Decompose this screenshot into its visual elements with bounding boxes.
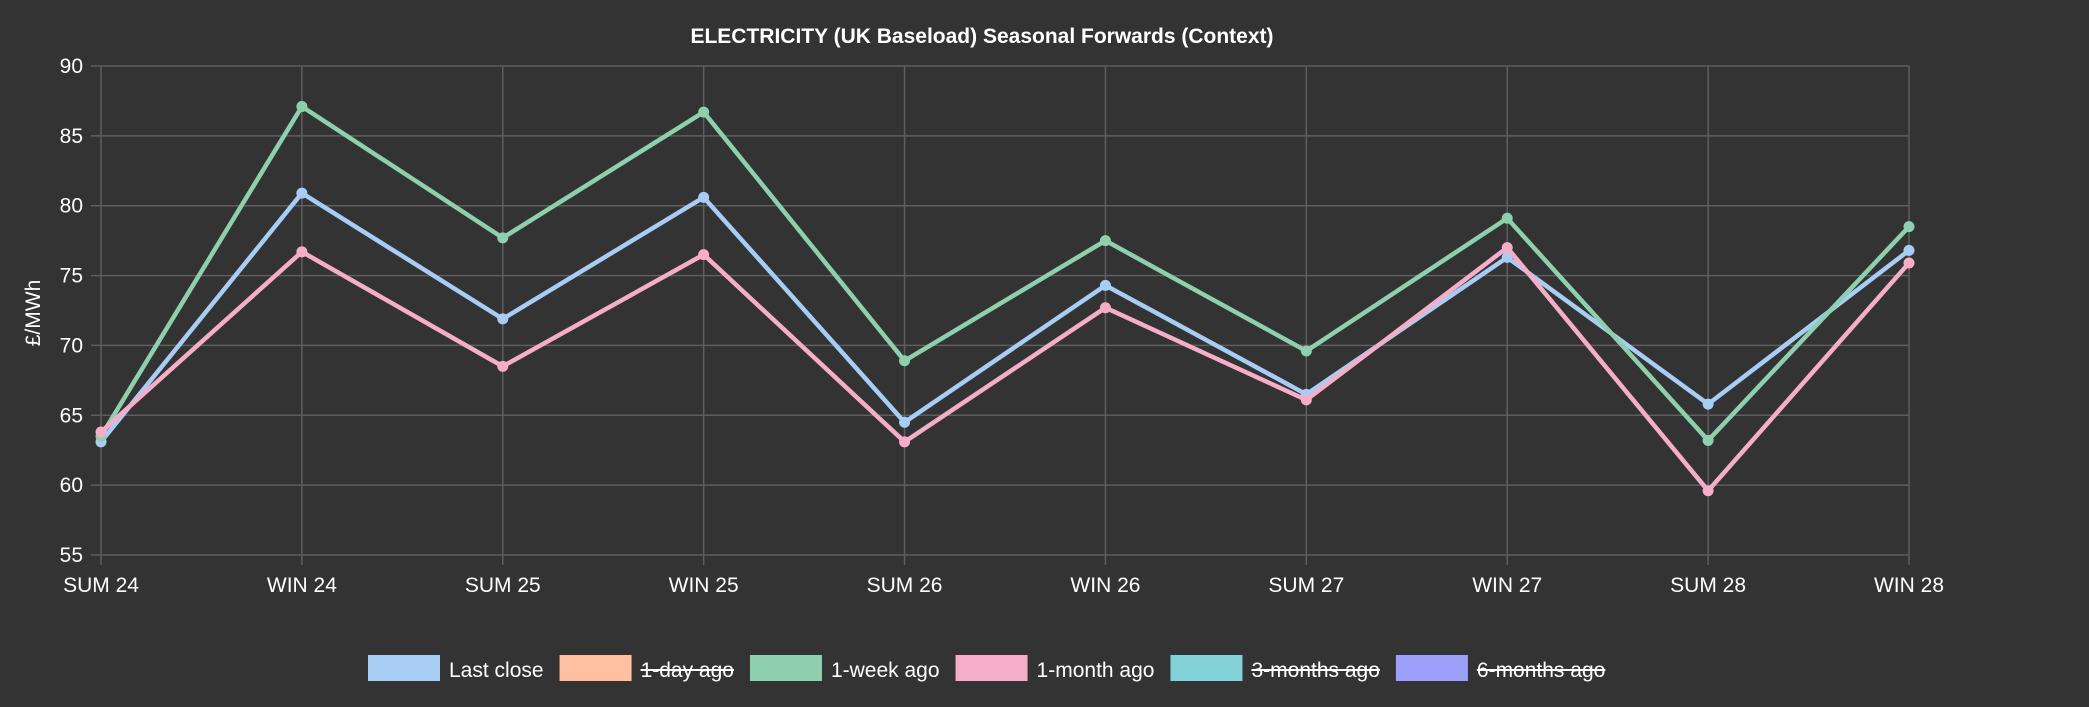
series-1-week-ago: [95, 101, 1915, 446]
x-tick-label: WIN 28: [1874, 574, 1944, 597]
data-point[interactable]: [698, 191, 710, 203]
data-point[interactable]: [698, 106, 710, 118]
legend-item-1-week-ago[interactable]: 1-week ago: [749, 655, 940, 682]
legend-swatch: [749, 655, 822, 681]
data-point[interactable]: [1099, 302, 1111, 314]
y-tick-label: 85: [60, 125, 83, 148]
data-point[interactable]: [1501, 242, 1513, 254]
x-axis-ticks: SUM 24 WIN 24 SUM 25 WIN 25 SUM 26 WIN 26 SUM …: [63, 574, 1944, 597]
data-point[interactable]: [1903, 257, 1915, 269]
y-tick-label: 90: [60, 55, 83, 78]
data-point[interactable]: [1702, 434, 1714, 446]
y-tick-label: 70: [60, 334, 83, 357]
grid: [91, 65, 1910, 565]
data-point[interactable]: [497, 232, 509, 244]
x-tick-label: WIN 25: [669, 574, 739, 597]
x-tick-label: SUM 28: [1670, 574, 1746, 597]
data-point[interactable]: [1099, 235, 1111, 247]
legend-swatch: [1170, 655, 1243, 681]
y-tick-label: 55: [60, 544, 83, 567]
legend-label: Last close: [449, 659, 544, 682]
data-point[interactable]: [899, 355, 911, 367]
legend-swatch: [955, 655, 1028, 681]
data-point[interactable]: [497, 313, 509, 325]
y-axis-ticks: 55 60 65 70 75 80 85 90: [60, 55, 83, 567]
legend-item-1-month-ago[interactable]: 1-month ago: [955, 655, 1155, 682]
x-tick-label: SUM 27: [1268, 574, 1344, 597]
data-point[interactable]: [1300, 394, 1312, 406]
series-1-month-ago: [95, 242, 1915, 497]
series-line: [99, 244, 1911, 495]
data-point[interactable]: [296, 101, 308, 113]
legend-swatch: [559, 655, 632, 681]
y-tick-label: 65: [60, 404, 83, 427]
data-point[interactable]: [1903, 244, 1915, 256]
data-point[interactable]: [698, 249, 710, 261]
legend-label: 1-week ago: [831, 659, 940, 682]
y-axis-title: £/MWh: [22, 280, 45, 347]
x-tick-label: SUM 26: [867, 574, 943, 597]
data-point[interactable]: [296, 187, 308, 199]
legend-item-1-day-ago[interactable]: 1-day ago: [559, 655, 734, 682]
y-tick-label: 60: [60, 474, 83, 497]
legend-item-last-close[interactable]: Last close: [368, 655, 544, 682]
x-tick-label: WIN 26: [1070, 574, 1140, 597]
legend: Last close 1-day ago 1-week ago 1-month ago…: [368, 655, 1606, 682]
data-point[interactable]: [1300, 345, 1312, 357]
x-tick-label: SUM 24: [63, 574, 139, 597]
y-tick-label: 80: [60, 195, 83, 218]
data-point[interactable]: [1702, 485, 1714, 497]
y-tick-label: 75: [60, 265, 83, 288]
data-point[interactable]: [899, 416, 911, 428]
x-tick-label: SUM 25: [465, 574, 541, 597]
legend-item-3-months-ago[interactable]: 3-months ago: [1170, 655, 1380, 682]
legend-label: 1-month ago: [1037, 659, 1155, 682]
legend-swatch: [368, 655, 440, 681]
x-tick-label: WIN 24: [267, 574, 337, 597]
data-point[interactable]: [1501, 251, 1513, 263]
data-point[interactable]: [296, 246, 308, 258]
data-point[interactable]: [1702, 398, 1714, 410]
series-line: [99, 103, 1911, 444]
data-point[interactable]: [1903, 221, 1915, 233]
chart-title: ELECTRICITY (UK Baseload) Seasonal Forwa…: [690, 25, 1273, 48]
legend-swatch: [1395, 655, 1468, 681]
legend-item-6-months-ago[interactable]: 6-months ago: [1395, 655, 1606, 682]
data-point[interactable]: [497, 360, 509, 372]
data-point[interactable]: [95, 426, 107, 438]
data-point[interactable]: [1501, 212, 1513, 224]
data-point[interactable]: [899, 436, 911, 448]
x-tick-label: WIN 27: [1472, 574, 1542, 597]
series-lines: [95, 101, 1915, 497]
data-point[interactable]: [1099, 279, 1111, 291]
